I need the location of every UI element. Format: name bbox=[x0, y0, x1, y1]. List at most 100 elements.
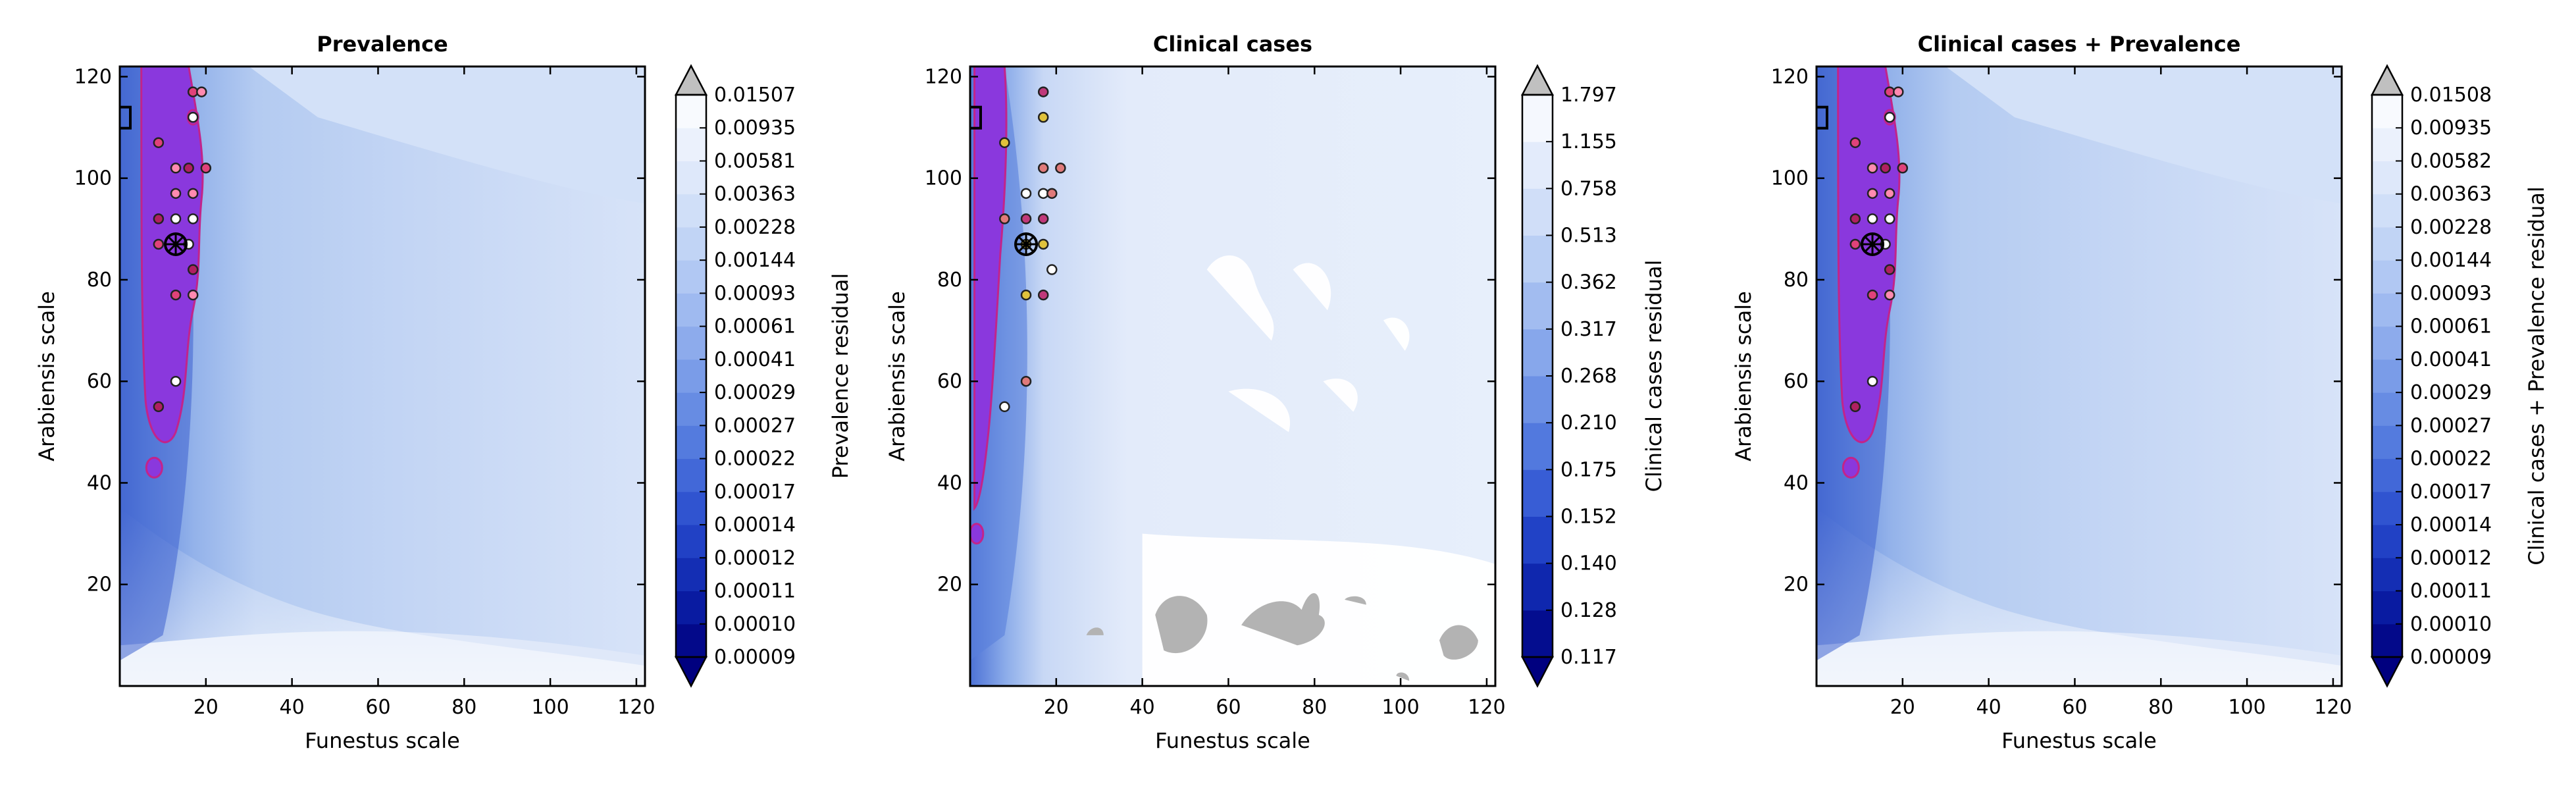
sample-point bbox=[196, 86, 207, 97]
colorbar-segment bbox=[2372, 491, 2402, 525]
low-residual-island bbox=[1842, 456, 1860, 479]
contour-band-gray bbox=[1241, 592, 1325, 646]
sample-point bbox=[1037, 213, 1049, 224]
x-tick-label: 60 bbox=[1216, 696, 1241, 719]
sample-point bbox=[1893, 86, 1904, 97]
colorbar-segment bbox=[676, 458, 706, 492]
sample-point bbox=[183, 163, 194, 174]
y-tick-label: 120 bbox=[1771, 65, 1809, 88]
y-tick-label: 20 bbox=[937, 573, 962, 596]
colorbar-tick-label: 0.758 bbox=[1560, 177, 1617, 200]
contour-band-gray bbox=[1086, 627, 1104, 635]
colorbar-segment bbox=[676, 293, 706, 327]
x-tick-label: 100 bbox=[531, 696, 569, 719]
colorbar-segment bbox=[676, 226, 706, 261]
sample-point bbox=[1884, 213, 1895, 224]
y-axis-label: Arabiensis scale bbox=[1731, 291, 1756, 461]
y-tick-label: 20 bbox=[1784, 573, 1809, 596]
contour-band bbox=[1293, 263, 1331, 311]
sample-point bbox=[1037, 86, 1049, 97]
colorbar-segment bbox=[1522, 376, 1553, 423]
colorbar-segment bbox=[2372, 226, 2402, 261]
colorbar-tick-label: 0.00011 bbox=[2410, 580, 2492, 603]
colorbar-tick-label: 0.140 bbox=[1560, 552, 1617, 575]
colorbar-tick-label: 0.00093 bbox=[2410, 282, 2492, 305]
sample-point bbox=[1849, 137, 1861, 148]
colorbar-segment bbox=[1522, 516, 1553, 564]
sample-point bbox=[1849, 213, 1861, 224]
y-tick-label: 60 bbox=[937, 370, 962, 393]
colorbar-segment bbox=[1522, 188, 1553, 236]
colorbar-segment bbox=[676, 392, 706, 426]
colorbar-segment bbox=[676, 95, 706, 128]
y-tick-label: 100 bbox=[925, 167, 962, 190]
colorbar-tick-label: 0.00027 bbox=[2410, 414, 2492, 437]
contour-band bbox=[1945, 66, 2342, 204]
colorbar-tick-label: 0.00012 bbox=[2410, 546, 2492, 569]
sample-point bbox=[153, 238, 165, 250]
x-tick-label: 80 bbox=[451, 696, 477, 719]
edge-marker bbox=[120, 105, 132, 130]
sample-point bbox=[1020, 213, 1032, 224]
colorbar-tick-label: 0.00009 bbox=[2410, 646, 2492, 669]
colorbar-segment bbox=[1522, 469, 1553, 517]
sample-point bbox=[1020, 188, 1032, 199]
colorbar-segment bbox=[2372, 326, 2402, 360]
y-tick-label: 40 bbox=[87, 471, 112, 494]
sample-point bbox=[1897, 163, 1909, 174]
colorbar-segment bbox=[676, 260, 706, 294]
colorbar-segment bbox=[676, 359, 706, 393]
chart-title: Prevalence bbox=[317, 32, 448, 57]
contour-band-gray bbox=[1345, 596, 1366, 605]
colorbar-tick-label: 0.175 bbox=[1560, 458, 1617, 481]
sample-point bbox=[187, 188, 199, 199]
y-tick-label: 80 bbox=[937, 269, 962, 292]
sample-point bbox=[1020, 289, 1032, 301]
colorbar-tick-label: 0.317 bbox=[1560, 318, 1617, 341]
colorbar-segment bbox=[1522, 610, 1553, 658]
sample-point bbox=[1055, 163, 1066, 174]
best-fit-marker-cross bbox=[165, 233, 187, 255]
colorbar-segment bbox=[2372, 161, 2402, 195]
y-axis-label: Arabiensis scale bbox=[34, 291, 59, 461]
axes-frame bbox=[1815, 65, 2343, 687]
sample-point bbox=[1867, 213, 1878, 224]
low-residual-island bbox=[970, 523, 985, 545]
colorbar-segment bbox=[676, 194, 706, 228]
contour-field bbox=[1816, 66, 2342, 686]
colorbar-segment bbox=[2372, 558, 2402, 592]
colorbar-label: Clinical cases residual bbox=[1641, 260, 1666, 492]
colorbar-tick-label: 0.00014 bbox=[714, 514, 796, 537]
x-tick-label: 120 bbox=[1468, 696, 1505, 719]
contour-field bbox=[970, 66, 1495, 686]
x-tick-label: 20 bbox=[193, 696, 219, 719]
colorbar-frame bbox=[2371, 93, 2404, 658]
colorbar-segment bbox=[2372, 458, 2402, 492]
colorbar-segment bbox=[1522, 423, 1553, 470]
chart-title: Clinical cases + Prevalence bbox=[1918, 32, 2241, 57]
contour-band bbox=[1228, 388, 1291, 433]
sample-point bbox=[187, 111, 199, 123]
edge-marker bbox=[970, 105, 982, 130]
sample-point bbox=[200, 163, 212, 174]
colorbar-segment bbox=[2372, 425, 2402, 460]
colorbar-tick-label: 0.117 bbox=[1560, 646, 1617, 669]
sample-point bbox=[1046, 264, 1058, 275]
x-tick-label: 20 bbox=[1890, 696, 1915, 719]
colorbar-tick-label: 0.362 bbox=[1560, 271, 1617, 294]
colorbar-extend-max bbox=[674, 64, 708, 96]
colorbar-tick-label: 0.00010 bbox=[2410, 613, 2492, 636]
colorbar-segment bbox=[1522, 563, 1553, 611]
x-tick-label: 20 bbox=[1044, 696, 1069, 719]
x-tick-label: 80 bbox=[2148, 696, 2173, 719]
sample-point bbox=[1037, 289, 1049, 301]
colorbar-segment bbox=[676, 525, 706, 558]
best-fit-marker-cross bbox=[1862, 233, 1884, 255]
sample-point bbox=[1884, 289, 1895, 301]
colorbar-tick-label: 0.00029 bbox=[2410, 381, 2492, 404]
colorbar-extend-min bbox=[674, 656, 708, 688]
colorbar-segment bbox=[2372, 260, 2402, 294]
colorbar-segment bbox=[676, 623, 706, 658]
colorbar-tick-label: 0.00061 bbox=[714, 315, 796, 338]
